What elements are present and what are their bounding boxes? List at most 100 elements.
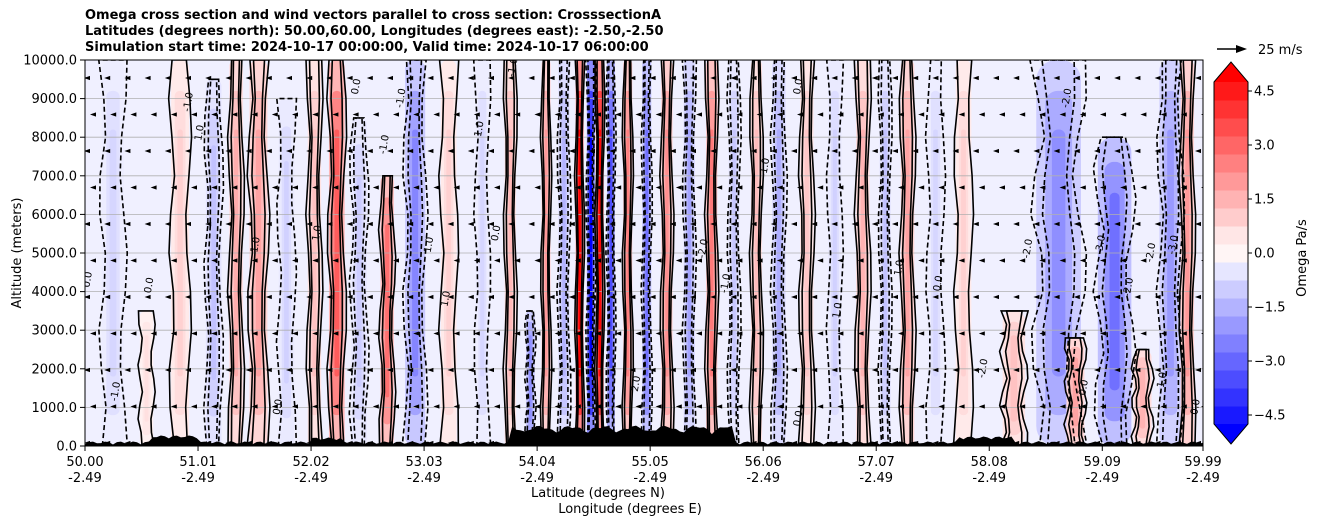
wind-vector-338: [690, 367, 696, 373]
wind-vector-515: [1019, 404, 1026, 409]
contour-line-17-1: [559, 60, 569, 446]
wind-vector-521: [1033, 221, 1040, 227]
wind-vector-509: [1019, 185, 1026, 190]
wind-vector-341: [710, 75, 717, 81]
wind-vector-551: [1100, 112, 1106, 117]
colorbar-segment-7: [1214, 280, 1248, 299]
wind-vector-106: [271, 331, 278, 336]
wind-vector-235: [508, 221, 515, 227]
wind-vector-141: [332, 404, 339, 409]
wind-vector-512: [1013, 294, 1020, 300]
wind-vector-7: [90, 331, 96, 336]
wind-vector-226: [488, 294, 494, 300]
wind-vector-79: [225, 148, 232, 154]
wind-vector-249: [534, 331, 541, 336]
wind-vector-293: [615, 331, 622, 336]
wind-vector-1: [90, 112, 96, 117]
terrain-silhouette: [85, 425, 1203, 446]
wind-vector-330: [690, 75, 696, 81]
wind-vector-55: [185, 75, 191, 81]
wind-vector-271: [574, 331, 581, 336]
wind-vector-161: [372, 331, 379, 336]
colorbar-segment-2: [1214, 370, 1248, 389]
wind-vector-232: [514, 112, 521, 117]
wind-vector-113: [292, 185, 298, 190]
wind-vector-49: [170, 258, 177, 263]
wind-vector-478: [958, 258, 965, 263]
wind-vector-305: [629, 367, 636, 373]
contour-line-39-0: [1063, 337, 1088, 446]
wind-vector-222: [488, 148, 494, 154]
wind-vector-427: [857, 404, 864, 409]
wind-vector-246: [528, 221, 535, 227]
x-tick-sublabel-6: -2.49: [746, 471, 780, 486]
wind-vector-204: [447, 294, 454, 300]
contour-line-7-1: [308, 60, 321, 446]
wind-vector-534: [1053, 294, 1060, 300]
wind-vector-405: [817, 404, 824, 409]
y-axis: 0.0 1000.0 2000.0 3000.0 4000.0 5000.0 6000.0 7…: [23, 54, 85, 455]
x-tick-label-0: 50.00: [66, 455, 103, 470]
wind-vector-532: [1053, 221, 1060, 227]
colorbar-segment-4: [1214, 334, 1248, 353]
wind-vector-11: [104, 75, 111, 81]
wind-vector-269: [574, 258, 581, 263]
wind-vector-213: [467, 221, 474, 227]
wind-vector-248: [528, 294, 535, 300]
wind-vector-442: [892, 148, 898, 154]
wind-vector-233: [508, 148, 515, 154]
wind-vector-426: [851, 367, 858, 373]
wind-vector-353: [736, 112, 743, 117]
contour-label-32: 2.0: [630, 375, 644, 393]
x-tick-sublabel-4: -2.49: [520, 471, 554, 486]
wind-vector-378: [770, 221, 777, 227]
wind-vector-453: [912, 148, 919, 154]
wind-vector-180: [407, 221, 414, 227]
wind-vector-102: [271, 185, 278, 190]
wind-vector-128: [312, 331, 319, 336]
wind-vector-211: [467, 148, 474, 154]
contour-line-27-1: [729, 60, 739, 446]
wind-vector-58: [191, 185, 197, 190]
wind-vector-127: [306, 294, 313, 300]
wind-vector-495: [993, 75, 999, 81]
contour-label-10: 1.0: [439, 290, 453, 308]
contour-line-31-0: [825, 60, 845, 446]
wind-vector-152: [352, 404, 359, 409]
wind-vector-547: [1073, 367, 1080, 373]
wind-vector-287: [615, 112, 622, 117]
wind-vector-601: [1180, 331, 1187, 336]
wind-vector-565: [1114, 221, 1121, 227]
contour-line-38-0: [1029, 60, 1088, 446]
wind-vector-147: [346, 221, 353, 227]
wind-vector-613: [1195, 367, 1201, 373]
wind-vector-385: [791, 75, 797, 81]
wind-vector-234: [514, 185, 521, 190]
wind-vector-73: [211, 331, 218, 336]
wind-vector-3: [90, 185, 96, 190]
wind-vector-143: [346, 75, 353, 81]
wind-vector-349: [710, 367, 717, 373]
wind-vector-556: [1094, 294, 1100, 300]
wind-vector-136: [326, 221, 333, 227]
omega-band-core-3: [211, 145, 217, 380]
wind-vector-173: [387, 367, 393, 373]
wind-vector-432: [877, 185, 884, 190]
wind-vector-0: [85, 75, 90, 81]
wind-vector-123: [306, 148, 313, 154]
wind-vector-602: [1174, 367, 1181, 373]
wind-vector-267: [574, 185, 581, 190]
contour-label-15: -1.0: [719, 273, 733, 294]
wind-vector-103: [265, 221, 272, 227]
wind-vector-283: [589, 367, 595, 373]
colorbar-segment-12: [1214, 190, 1248, 209]
wind-vector-280: [595, 258, 601, 263]
contour-line-11-0: [401, 60, 429, 446]
wind-vector-162: [366, 367, 373, 373]
wind-vector-388: [797, 185, 803, 190]
colorbar-segment-5: [1214, 316, 1248, 335]
wind-vector-548: [1079, 404, 1086, 409]
wind-vector-118: [286, 367, 292, 373]
wind-vector-390: [797, 258, 803, 263]
